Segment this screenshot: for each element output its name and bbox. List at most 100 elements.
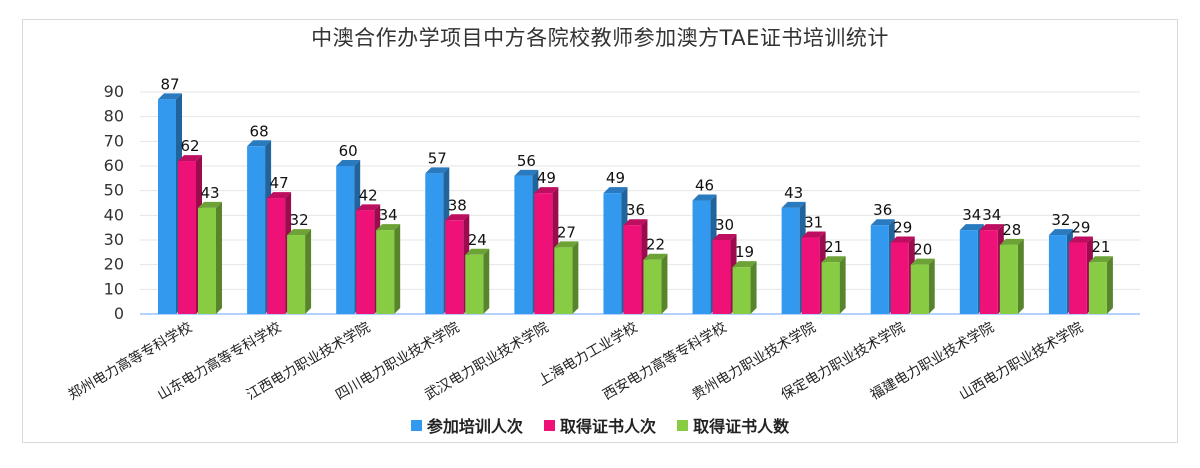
data-label: 30 [715,216,734,234]
bar [910,264,929,314]
bar-top [198,201,222,208]
data-label: 34 [962,206,981,224]
legend-swatch-series-2 [543,419,555,431]
bar-top [999,238,1024,245]
bar [198,207,216,314]
bar-top [623,219,648,226]
bar-top [445,214,470,221]
y-tick-label: 20 [104,255,124,274]
y-tick-label: 60 [104,156,124,175]
bar [158,99,176,315]
bar [425,173,444,314]
data-label: 32 [290,211,309,229]
legend-label-series-1: 参加培训人次 [426,417,523,436]
bar-top [603,187,628,194]
bar-top [376,224,401,231]
data-label: 87 [160,75,179,93]
data-label: 43 [784,184,803,202]
bar-top [959,224,984,231]
bar [1088,262,1107,314]
bar [781,207,800,314]
bar-top [178,155,202,162]
bar-side [928,258,935,314]
data-label: 38 [448,196,467,214]
y-tick-label: 80 [104,107,124,126]
bar [445,220,464,314]
bar [247,146,266,314]
bar-top [712,234,737,240]
data-label: 34 [982,206,1001,224]
bar-top [425,167,450,174]
data-label: 36 [873,201,892,219]
legend-label-series-2: 取得证书人次 [559,417,656,436]
data-label: 24 [468,231,487,249]
bar-top [158,93,182,100]
data-label: 60 [339,142,358,160]
y-tick-label: 0 [114,304,124,323]
data-label: 29 [1071,218,1090,236]
legend-swatch-series-3 [677,419,689,431]
data-label: 22 [646,236,665,254]
bar [287,235,306,314]
bar-side [572,241,579,314]
bar-side [839,256,846,314]
data-label: 21 [1091,238,1110,256]
data-label: 28 [1002,221,1021,239]
bar-side [305,229,312,314]
data-label: 42 [359,186,378,204]
bar-top [287,229,312,236]
bar [267,198,286,314]
legend: 参加培训人次 取得证书人次 取得证书人数 [0,413,1200,437]
bar [1048,235,1067,314]
bar [603,193,622,314]
bar [821,262,840,314]
data-label: 20 [913,241,932,259]
y-tick-label: 30 [104,230,124,249]
y-tick-label: 10 [104,279,124,298]
bar [514,175,533,314]
data-label: 68 [250,122,269,140]
data-label: 49 [606,169,625,187]
bar-top [910,258,935,265]
bar-top [1088,256,1113,263]
bar-top [870,219,895,226]
bar [356,210,375,314]
bar [732,267,751,314]
bar [623,225,642,314]
legend-swatch-series-1 [410,419,422,431]
legend-item-series-2: 取得证书人次 [543,413,656,437]
data-label: 46 [695,177,714,195]
y-tick-label: 50 [104,181,124,200]
bar-side [394,224,401,314]
bar-top [267,192,292,199]
y-tick-label: 70 [104,131,124,150]
bar-side [750,261,757,314]
data-label: 27 [557,223,576,241]
bar [870,225,889,314]
bar-side [216,201,222,314]
data-label: 57 [428,149,447,167]
data-label: 32 [1051,211,1070,229]
legend-label-series-3: 取得证书人数 [693,417,790,436]
legend-item-series-1: 参加培训人次 [410,413,523,437]
bar-top [534,187,559,194]
bar-top [554,241,579,248]
data-label: 62 [180,137,199,155]
bar [376,230,395,314]
bar-top [643,253,668,260]
bar [890,242,909,314]
y-tick-label: 40 [104,205,124,224]
bar-top [336,160,361,166]
bar-top [979,224,1004,231]
data-label: 56 [517,152,536,170]
bar-top [801,231,826,238]
bar-top [692,194,717,201]
data-label: 34 [379,206,398,224]
data-label: 29 [893,218,912,236]
bar [465,254,484,314]
bar-side [483,248,490,314]
bar [1068,242,1087,314]
bar-top [356,204,381,211]
bar [643,259,662,314]
data-label: 31 [804,214,823,232]
